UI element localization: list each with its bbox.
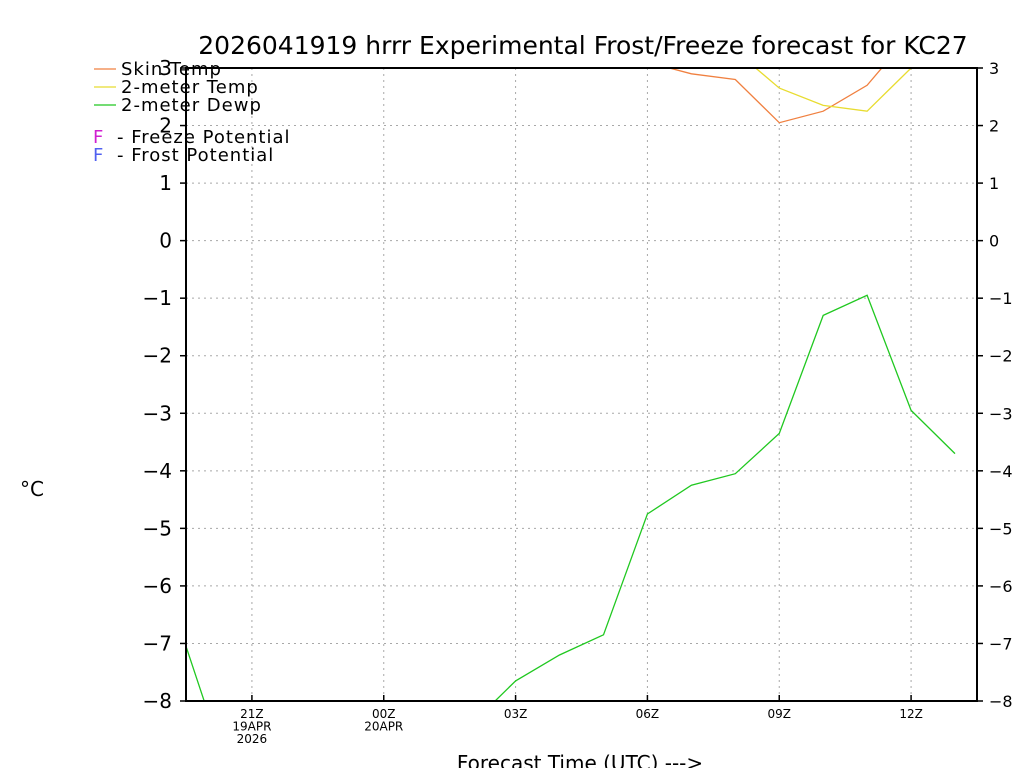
x-tick-label: 20APR [364,720,403,734]
x-tick-label: 21Z [240,707,264,721]
legend-potential-label: - Freeze Potential [117,127,291,148]
plot-frame [185,67,978,702]
y-tick-label-left: −1 [143,286,172,310]
legend-label-2-meter-temp: 2-meter Temp [121,77,259,98]
x-tick-label: 12Z [899,707,923,721]
y-tick-label-left: 0 [159,229,172,253]
y-tick-label-left: −4 [143,459,172,483]
legend-potential-label: - Frost Potential [117,145,274,166]
chart-title: 2026041919 hrrr Experimental Frost/Freez… [198,31,967,60]
x-tick-label: 03Z [504,707,528,721]
y-tick-label-right: −1 [989,289,1013,308]
x-tick-label: 00Z [372,707,396,721]
y-tick-label-right: 2 [989,117,999,136]
legend-label-2-meter-dewp: 2-meter Dewp [121,95,262,116]
y-tick-label-right: −6 [989,577,1013,596]
x-tick-label: 06Z [636,707,660,721]
legend-label-skin-temp: Skin Temp [121,59,222,80]
series-line-2-meter-dewp [186,294,956,701]
y-tick-label-right: 1 [989,174,999,193]
y-tick-label-right: −2 [989,347,1013,366]
legend-potential-symbol: F [93,127,104,148]
y-tick-label-right: −7 [989,634,1013,653]
series-layer [186,68,956,701]
y-tick-label-left: −8 [143,689,172,713]
series-line-2-meter-temp [754,68,913,112]
series-line-skin-temp [666,68,883,124]
y-tick-label-left: −5 [143,516,172,540]
y-tick-label-right: −8 [989,692,1013,711]
y-tick-label-right: −5 [989,519,1013,538]
y-tick-label-right: 3 [989,59,999,78]
y-tick-label-left: 2 [159,114,172,138]
y-tick-label-right: 0 [989,232,999,251]
x-axis-label: Forecast Time (UTC) ---> [457,751,703,768]
y-tick-label-right: −4 [989,462,1013,481]
x-tick-label: 2026 [237,732,268,746]
y-tick-label-left: −6 [143,574,172,598]
y-tick-label-right: −3 [989,404,1013,423]
legend-potential-symbol: F [93,145,104,166]
y-tick-label-left: 3 [159,56,172,80]
x-tick-label: 09Z [768,707,792,721]
y-tick-label-left: −7 [143,631,172,655]
axis-ticks: 3 3 2 2 1 1 0 0 −1 −1 −2 −2 −3 −3 −4 −4 −5 −5 −6 −6 −7 −7 −8 −8… [143,56,1013,746]
y-tick-label-left: −2 [143,344,172,368]
y-tick-label-left: 1 [159,171,172,195]
y-axis-label: °C [20,477,44,501]
grid-lines [186,68,977,701]
x-tick-label: 19APR [232,720,271,734]
y-tick-label-left: −3 [143,401,172,425]
